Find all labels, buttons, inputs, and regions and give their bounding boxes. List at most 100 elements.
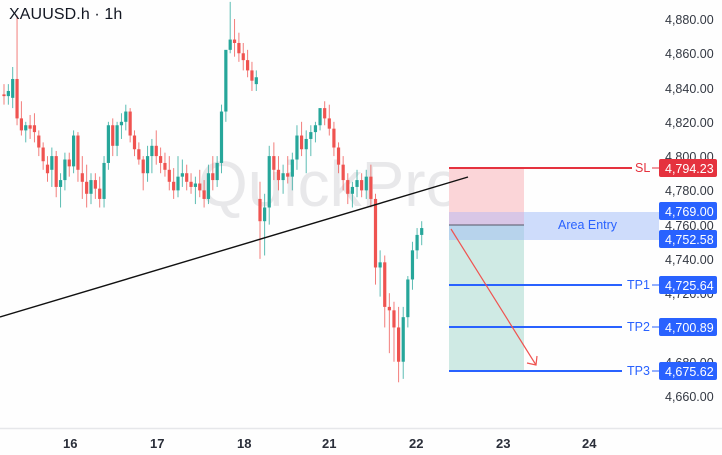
candle-body xyxy=(383,262,387,307)
candle-body xyxy=(350,186,354,194)
price-tick: 4,840.00 xyxy=(665,82,714,96)
candle-body xyxy=(11,78,15,98)
candle-body xyxy=(237,42,241,54)
candle-body xyxy=(410,250,415,280)
candle-body xyxy=(58,180,63,187)
candle-body xyxy=(45,164,50,174)
candle-body xyxy=(163,162,167,170)
candle-body xyxy=(215,162,219,181)
candle-body xyxy=(318,108,322,126)
entry-zone-label: Area Entry xyxy=(558,218,618,232)
candle-body xyxy=(106,125,110,163)
candle-body xyxy=(241,53,245,61)
candle-body xyxy=(250,70,254,81)
time-tick: 22 xyxy=(409,436,423,451)
candle-body xyxy=(415,234,419,251)
trendline[interactable] xyxy=(0,176,469,318)
candle-body xyxy=(309,132,313,139)
candle-body xyxy=(378,262,382,268)
candle-body xyxy=(406,279,410,318)
sl-price-badge: 4,794.23 xyxy=(659,159,717,177)
candle-body xyxy=(323,108,327,119)
tp2-price-badge: 4,700.89 xyxy=(659,318,717,336)
reward-zone-overlap xyxy=(449,225,524,240)
candle-body xyxy=(295,135,299,160)
candle-body xyxy=(89,180,93,194)
candle-body xyxy=(189,181,193,187)
price-tick: 4,740.00 xyxy=(665,253,714,267)
candle-body xyxy=(313,125,318,133)
candle-body xyxy=(141,159,145,174)
candle-body xyxy=(392,310,396,328)
price-tick: 4,860.00 xyxy=(665,47,714,61)
candle-body xyxy=(346,180,350,194)
candle-body xyxy=(137,149,141,160)
candle-body xyxy=(228,39,232,50)
candle-body xyxy=(193,183,197,187)
symbol-title: XAUUSD.h · 1h xyxy=(9,6,123,23)
candle-body xyxy=(272,156,276,170)
candle-body xyxy=(232,39,237,43)
price-tick: 4,780.00 xyxy=(665,184,714,198)
candle-body xyxy=(93,180,97,189)
candle-body xyxy=(224,49,228,112)
candle-body xyxy=(286,173,290,177)
candle-body xyxy=(258,198,262,222)
tp1-price-badge: 4,725.64 xyxy=(659,276,717,294)
candle-body xyxy=(24,125,28,131)
time-tick: 23 xyxy=(496,436,510,451)
candle-body xyxy=(290,159,294,177)
price-axis[interactable]: 4,880.00 4,860.00 4,840.00 4,820.00 4,80… xyxy=(665,13,714,404)
candle-body xyxy=(246,60,250,71)
candle-body xyxy=(185,173,189,182)
candle-body xyxy=(327,118,331,129)
candle-body xyxy=(202,190,206,199)
candle-body xyxy=(111,125,115,146)
candle-body xyxy=(219,111,224,163)
watermark: QuickPro xyxy=(198,148,461,220)
candle-body xyxy=(332,128,336,148)
price-tick: 4,660.00 xyxy=(665,390,714,404)
candle-body xyxy=(85,181,89,194)
candle-body xyxy=(41,147,45,162)
candle-body xyxy=(6,90,10,97)
candles xyxy=(2,1,424,383)
tp3-price-badge: 4,675.62 xyxy=(659,362,717,380)
time-tick: 24 xyxy=(582,436,597,451)
candle-body xyxy=(167,169,171,182)
candle-body xyxy=(19,118,23,131)
svg-text:4,769.00: 4,769.00 xyxy=(665,205,714,219)
candle-body xyxy=(180,173,184,177)
svg-text:4,725.64: 4,725.64 xyxy=(665,279,714,293)
candle-body xyxy=(267,156,271,208)
risk-zone xyxy=(449,168,524,212)
candle-body xyxy=(80,173,84,182)
candle-body xyxy=(198,183,202,191)
candle-body xyxy=(206,173,211,199)
candle-body xyxy=(341,164,345,181)
candle-body xyxy=(28,125,32,129)
arrow-down-icon[interactable] xyxy=(450,228,538,366)
candle-body xyxy=(54,156,58,187)
candle-body xyxy=(172,181,176,191)
candle-body xyxy=(150,145,154,157)
time-tick: 17 xyxy=(150,436,164,451)
price-tick: 4,760.00 xyxy=(665,219,714,233)
candle-body xyxy=(15,78,19,119)
candle-body xyxy=(154,145,158,157)
entry-bottom-price-badge: 4,752.58 xyxy=(659,230,717,248)
candle-body xyxy=(2,94,6,97)
candle-body xyxy=(124,111,128,122)
candle-body xyxy=(276,169,281,181)
candle-body xyxy=(32,125,37,133)
candle-body xyxy=(145,156,150,174)
svg-text:4,794.23: 4,794.23 xyxy=(665,162,714,176)
price-tick: 4,880.00 xyxy=(665,13,714,27)
candle-body xyxy=(76,135,80,170)
candle-body xyxy=(211,173,215,181)
time-axis[interactable]: 16 17 18 21 22 23 24 xyxy=(63,436,597,451)
time-tick: 16 xyxy=(63,436,77,451)
candle-body xyxy=(72,135,76,167)
